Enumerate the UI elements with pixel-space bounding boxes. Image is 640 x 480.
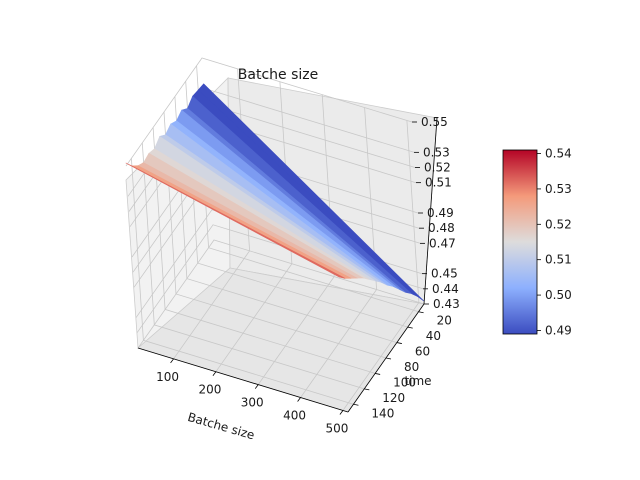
y-tick-label-0: 20 [437,314,452,328]
x-tick-label-3: 400 [283,409,306,423]
x-tick-mark-3 [297,397,301,402]
z-tick-label-3: 0.47 [429,236,456,250]
surface-plot [125,83,425,302]
colorbar-ticks: 0.49 0.50 0.51 0.52 0.53 0.54 [537,147,572,337]
y-tick-label-5: 120 [382,391,405,405]
x-tick-mark-1 [212,371,217,376]
y-tick-mark-2 [396,342,402,344]
colorbar-tick-label-3: 0.52 [545,217,572,231]
x-axis-ticks: 100 200 300 400 500 [156,358,348,435]
y-tick-mark-6 [353,403,359,406]
y-tick-label-3: 80 [404,360,419,374]
z-tick-label-8: 0.53 [423,145,450,159]
colorbar-gradient [502,149,538,335]
y-tick-mark-3 [385,357,392,360]
grid-line-z-0 [137,239,425,349]
z-tick-label-7: 0.52 [424,161,451,175]
x-tick-label-1: 200 [198,383,221,397]
z-tick-label-0: 0.43 [433,297,460,311]
colorbar-tick-label-1: 0.50 [545,288,572,302]
y-tick-label-1: 40 [426,329,441,343]
z-axis-line [423,117,438,305]
z-tick-label-5: 0.49 [427,206,454,220]
z-tick-label-9: 0.55 [421,115,448,129]
y-tick-mark-0 [418,311,424,314]
x-tick-mark-0 [170,358,174,364]
y-tick-mark-1 [407,326,413,329]
z-tick-label-1: 0.44 [432,282,459,296]
y-tick-label-2: 60 [415,345,430,359]
colorbar-tick-label-0: 0.49 [545,323,572,337]
x-tick-label-2: 300 [241,396,264,410]
y-tick-mark-5 [364,388,370,391]
z-axis-ticks: 0.430.440.45 0.470.480.49 0.510.52 0.53 0.55 [412,115,460,311]
colorbar-tick-label-4: 0.53 [545,182,572,196]
x-axis-line [137,347,349,413]
z-tick-label-2: 0.45 [431,267,458,281]
z-tick-label-6: 0.51 [425,176,452,190]
x-tick-label-0: 100 [156,370,179,384]
z-tick-label-4: 0.48 [428,221,455,235]
surface-strip-13 [125,162,346,279]
colorbar: 0.49 0.50 0.51 0.52 0.53 0.54 [502,147,572,337]
colorbar-tick-label-5: 0.54 [545,147,572,161]
x-tick-mark-4 [339,410,344,415]
grid-line-z-9 [125,57,413,167]
y-axis-label: time [404,374,431,388]
colorbar-tick-label-2: 0.51 [545,253,572,267]
y-tick-label-6: 140 [371,406,394,420]
x-tick-mark-2 [254,384,259,389]
x-tick-label-4: 500 [325,421,348,435]
y-tick-label-4: 100 [393,375,416,389]
x-axis-label: Batche size [186,410,256,442]
y-tick-mark-4 [375,373,381,375]
chart-title: Batche size [238,67,318,83]
